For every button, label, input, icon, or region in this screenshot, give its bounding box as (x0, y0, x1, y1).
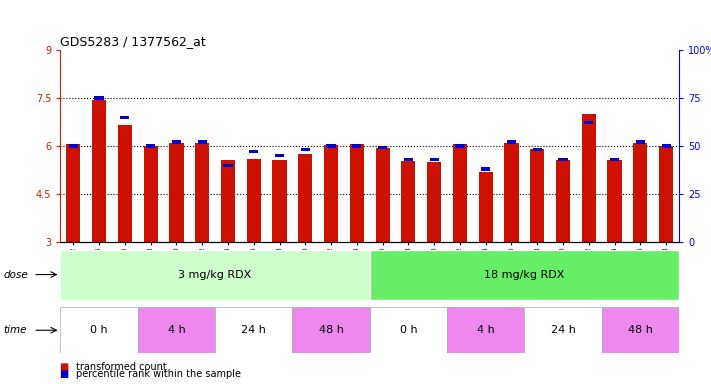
Bar (275, 154, 284, 157)
Text: 24 h: 24 h (241, 325, 266, 335)
Bar (324, 145, 338, 242)
Bar (455, 144, 464, 147)
Bar (120, 116, 129, 119)
Bar (370, 250, 679, 300)
Bar (634, 143, 648, 242)
Bar (533, 148, 542, 151)
Text: ■: ■ (60, 369, 73, 379)
Bar (582, 114, 596, 242)
Bar (298, 154, 312, 242)
Bar (447, 307, 524, 353)
Bar (169, 143, 183, 242)
Bar (370, 307, 447, 353)
Bar (504, 143, 518, 242)
Bar (146, 144, 155, 147)
Bar (69, 144, 78, 147)
Text: percentile rank within the sample: percentile rank within the sample (76, 369, 241, 379)
Bar (661, 144, 670, 147)
Bar (427, 162, 442, 242)
Bar (249, 150, 258, 153)
Text: 0 h: 0 h (400, 325, 417, 335)
Text: dose: dose (4, 270, 28, 280)
Text: 18 mg/kg RDX: 18 mg/kg RDX (484, 270, 565, 280)
Text: time: time (4, 325, 27, 335)
Bar (429, 158, 439, 161)
Bar (172, 141, 181, 144)
Text: 4 h: 4 h (168, 325, 186, 335)
Bar (223, 164, 232, 167)
Bar (378, 146, 387, 149)
Bar (221, 161, 235, 242)
Bar (636, 141, 645, 144)
Bar (301, 148, 310, 151)
Bar (138, 307, 215, 353)
Text: 48 h: 48 h (628, 325, 653, 335)
Bar (453, 144, 467, 242)
Bar (507, 141, 516, 144)
Bar (558, 158, 567, 161)
Bar (556, 161, 570, 242)
Bar (215, 307, 292, 353)
Bar (247, 159, 261, 242)
Bar (584, 121, 594, 124)
Bar (60, 307, 138, 353)
Bar (479, 172, 493, 242)
Text: 4 h: 4 h (477, 325, 495, 335)
Bar (530, 149, 545, 242)
Bar (350, 144, 364, 242)
Text: 0 h: 0 h (90, 325, 108, 335)
Text: GDS5283 / 1377562_at: GDS5283 / 1377562_at (60, 35, 206, 48)
Bar (292, 307, 370, 353)
Bar (195, 143, 209, 242)
Text: 24 h: 24 h (550, 325, 575, 335)
Text: ■: ■ (60, 362, 73, 372)
Bar (118, 125, 132, 242)
Bar (610, 158, 619, 161)
Bar (602, 307, 679, 353)
Bar (66, 144, 80, 242)
Bar (607, 161, 621, 242)
Text: 3 mg/kg RDX: 3 mg/kg RDX (178, 270, 252, 280)
Text: transformed count: transformed count (76, 362, 167, 372)
Bar (326, 144, 336, 147)
Bar (60, 250, 370, 300)
Bar (198, 141, 207, 144)
Bar (404, 158, 413, 161)
Bar (272, 161, 287, 242)
Bar (659, 146, 673, 242)
Bar (92, 99, 106, 242)
Bar (401, 161, 415, 242)
Bar (352, 144, 361, 147)
Bar (144, 146, 158, 242)
Text: 48 h: 48 h (319, 325, 343, 335)
Bar (375, 147, 390, 242)
Bar (95, 96, 104, 99)
Bar (481, 167, 491, 170)
Bar (524, 307, 602, 353)
